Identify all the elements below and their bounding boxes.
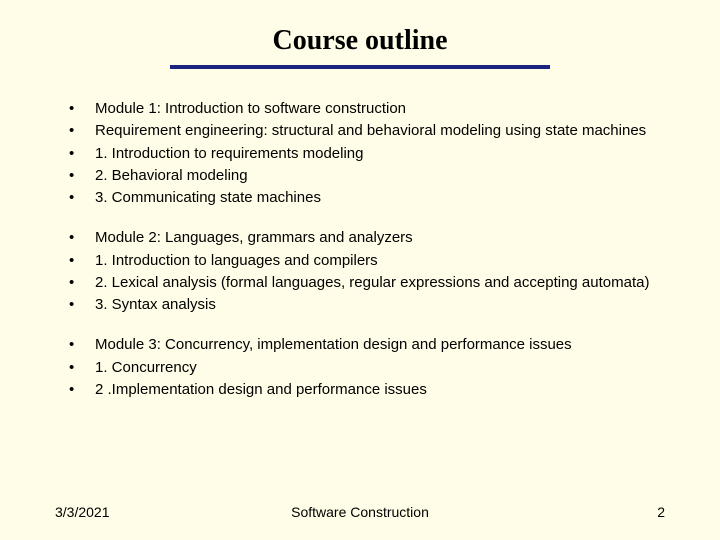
bullet-group: • Module 2: Languages, grammars and anal…: [65, 228, 670, 315]
bullet-text: Requirement engineering: structural and …: [95, 121, 670, 141]
bullet-item: • Module 3: Concurrency, implementation …: [65, 335, 670, 355]
bullet-marker: •: [65, 335, 95, 355]
bullet-item: • 1. Introduction to languages and compi…: [65, 251, 670, 271]
title-divider: [170, 65, 550, 69]
bullet-item: • Module 1: Introduction to software con…: [65, 99, 670, 119]
bullet-text: 3. Communicating state machines: [95, 188, 670, 208]
bullet-item: • 3. Syntax analysis: [65, 295, 670, 315]
bullet-marker: •: [65, 188, 95, 208]
bullet-marker: •: [65, 121, 95, 141]
bullet-marker: •: [65, 166, 95, 186]
bullet-marker: •: [65, 380, 95, 400]
bullet-group: • Module 3: Concurrency, implementation …: [65, 335, 670, 400]
bullet-item: • 1. Concurrency: [65, 358, 670, 378]
bullet-text: Module 3: Concurrency, implementation de…: [95, 335, 670, 355]
bullet-marker: •: [65, 273, 95, 293]
bullet-text: Module 1: Introduction to software const…: [95, 99, 670, 119]
footer-title: Software Construction: [258, 504, 461, 520]
bullet-group: • Module 1: Introduction to software con…: [65, 99, 670, 208]
bullet-text: 2 .Implementation design and performance…: [95, 380, 670, 400]
bullet-text: 2. Lexical analysis (formal languages, r…: [95, 273, 670, 293]
footer-page-number: 2: [462, 504, 665, 520]
bullet-marker: •: [65, 99, 95, 119]
bullet-item: • 3. Communicating state machines: [65, 188, 670, 208]
bullet-marker: •: [65, 144, 95, 164]
bullet-item: • 2. Lexical analysis (formal languages,…: [65, 273, 670, 293]
bullet-marker: •: [65, 228, 95, 248]
bullet-text: 3. Syntax analysis: [95, 295, 670, 315]
bullet-item: • 2 .Implementation design and performan…: [65, 380, 670, 400]
bullet-marker: •: [65, 358, 95, 378]
bullet-marker: •: [65, 295, 95, 315]
slide-title: Course outline: [50, 25, 670, 57]
bullet-text: Module 2: Languages, grammars and analyz…: [95, 228, 670, 248]
bullet-text: 1. Introduction to languages and compile…: [95, 251, 670, 271]
bullet-text: 2. Behavioral modeling: [95, 166, 670, 186]
footer-date: 3/3/2021: [55, 504, 258, 520]
bullet-item: • 1. Introduction to requirements modeli…: [65, 144, 670, 164]
bullet-marker: •: [65, 251, 95, 271]
slide-content: • Module 1: Introduction to software con…: [50, 99, 670, 504]
bullet-item: • 2. Behavioral modeling: [65, 166, 670, 186]
slide-footer: 3/3/2021 Software Construction 2: [50, 504, 670, 520]
bullet-text: 1. Concurrency: [95, 358, 670, 378]
slide-container: Course outline • Module 1: Introduction …: [0, 0, 720, 540]
bullet-text: 1. Introduction to requirements modeling: [95, 144, 670, 164]
bullet-item: • Module 2: Languages, grammars and anal…: [65, 228, 670, 248]
bullet-item: • Requirement engineering: structural an…: [65, 121, 670, 141]
